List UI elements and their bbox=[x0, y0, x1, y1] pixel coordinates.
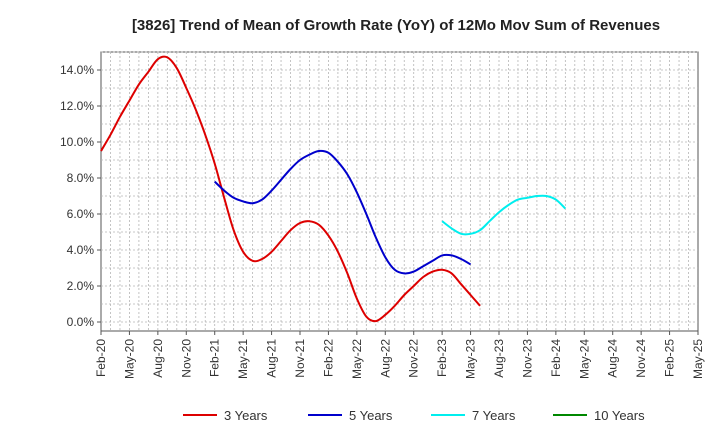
y-tick-label: 6.0% bbox=[67, 207, 95, 221]
legend: 3 Years 5 Years 7 Years 10 Years bbox=[183, 408, 645, 423]
y-tick-label: 2.0% bbox=[67, 279, 95, 293]
x-tick-label: May-21 bbox=[236, 339, 250, 379]
x-tick-label: Nov-24 bbox=[634, 339, 648, 378]
x-tick-label: May-25 bbox=[691, 339, 705, 379]
series-line-5-years bbox=[214, 149, 472, 275]
x-tick-label: Nov-20 bbox=[179, 339, 193, 378]
chart-title: [3826] Trend of Mean of Growth Rate (YoY… bbox=[132, 17, 660, 34]
y-tick-label: 0.0% bbox=[67, 315, 95, 329]
y-tick-label: 12.0% bbox=[60, 99, 94, 113]
legend-label: 7 Years bbox=[472, 408, 516, 423]
y-tick-label: 14.0% bbox=[60, 63, 94, 77]
x-tick-label: Feb-22 bbox=[321, 339, 335, 377]
x-tick-label: Aug-22 bbox=[378, 339, 392, 378]
x-tick-label: Aug-21 bbox=[265, 339, 279, 378]
x-tick-label: Feb-24 bbox=[549, 339, 563, 377]
x-tick-label: Nov-22 bbox=[407, 339, 421, 378]
x-tick-label: Feb-20 bbox=[94, 339, 108, 377]
y-tick-label: 4.0% bbox=[67, 243, 95, 257]
x-tick-label: Aug-24 bbox=[606, 339, 620, 378]
series-line-3-years bbox=[100, 55, 481, 323]
legend-label: 5 Years bbox=[349, 408, 393, 423]
legend-label: 3 Years bbox=[224, 408, 268, 423]
x-tick-label: Feb-25 bbox=[663, 339, 677, 377]
x-tick-label: May-20 bbox=[122, 339, 136, 379]
x-tick-label: Aug-20 bbox=[151, 339, 165, 378]
x-tick-label: May-22 bbox=[350, 339, 364, 379]
plot-area bbox=[100, 51, 699, 332]
series-line-7-years bbox=[441, 194, 567, 236]
x-tick-label: Feb-23 bbox=[435, 339, 449, 377]
x-tick-label: May-24 bbox=[577, 339, 591, 379]
x-tick-label: Feb-21 bbox=[208, 339, 222, 377]
series-group bbox=[100, 55, 567, 323]
x-tick-label: Nov-23 bbox=[520, 339, 534, 378]
x-tick-label: Nov-21 bbox=[293, 339, 307, 378]
y-axis: 0.0% 2.0% 4.0% 6.0% 8.0% 10.0% 12.0% 14.0% bbox=[60, 63, 101, 329]
y-tick-label: 10.0% bbox=[60, 135, 94, 149]
y-tick-label: 8.0% bbox=[67, 171, 95, 185]
x-tick-label: Aug-23 bbox=[492, 339, 506, 378]
legend-label: 10 Years bbox=[594, 408, 645, 423]
x-tick-label: May-23 bbox=[464, 339, 478, 379]
x-axis: Feb-20 May-20 Aug-20 Nov-20 Feb-21 May-21 Aug-… bbox=[94, 331, 705, 379]
